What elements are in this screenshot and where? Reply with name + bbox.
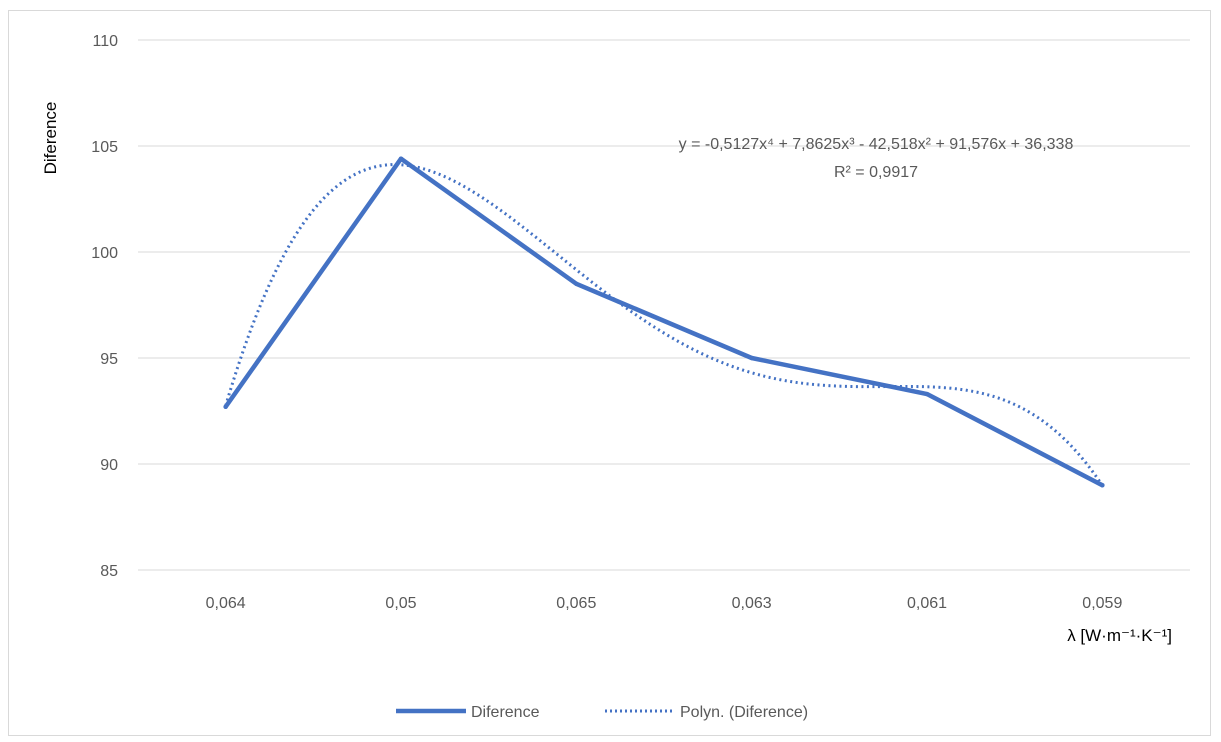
y-tick-label: 110 (92, 33, 118, 50)
y-tick-label: 85 (100, 563, 118, 580)
y-axis-title: Diference (41, 102, 60, 175)
x-axis-title: λ [W·m⁻¹·K⁻¹] (1067, 626, 1172, 645)
legend-label-polyn: Polyn. (Diference) (680, 704, 808, 721)
data-point (223, 404, 228, 409)
trendline-polynomial (224, 163, 1104, 487)
legend: Diference Polyn. (Diference) (396, 704, 808, 721)
r-squared-label: R² = 0,9917 (834, 164, 918, 181)
trendline-equation: y = -0,5127x⁴ + 7,8625x³ - 42,518x² + 91… (679, 136, 1074, 153)
y-tick-label: 95 (100, 351, 118, 368)
series-group (223, 156, 1105, 488)
series-line-diference (223, 156, 1105, 488)
x-tick-label: 0,059 (1082, 595, 1122, 612)
y-tick-label: 90 (100, 457, 118, 474)
y-tick-label: 105 (91, 139, 118, 156)
data-point (1100, 483, 1105, 488)
x-tick-label: 0,063 (732, 595, 772, 612)
data-point (398, 156, 404, 161)
gridlines (138, 39, 1190, 571)
data-point (749, 355, 754, 361)
y-tick-label: 100 (91, 245, 118, 262)
x-tick-label: 0,064 (206, 595, 246, 612)
x-tick-labels: 0,064 0,05 0,065 0,063 0,061 0,059 (206, 595, 1123, 612)
x-tick-label: 0,05 (385, 595, 416, 612)
chart-frame (8, 10, 1211, 736)
x-tick-label: 0,061 (907, 595, 947, 612)
x-tick-label: 0,065 (556, 595, 596, 612)
data-point (574, 281, 579, 286)
y-tick-labels: 85 90 95 100 105 110 (91, 33, 118, 580)
data-point (924, 391, 930, 397)
legend-label-diference: Diference (471, 704, 540, 721)
